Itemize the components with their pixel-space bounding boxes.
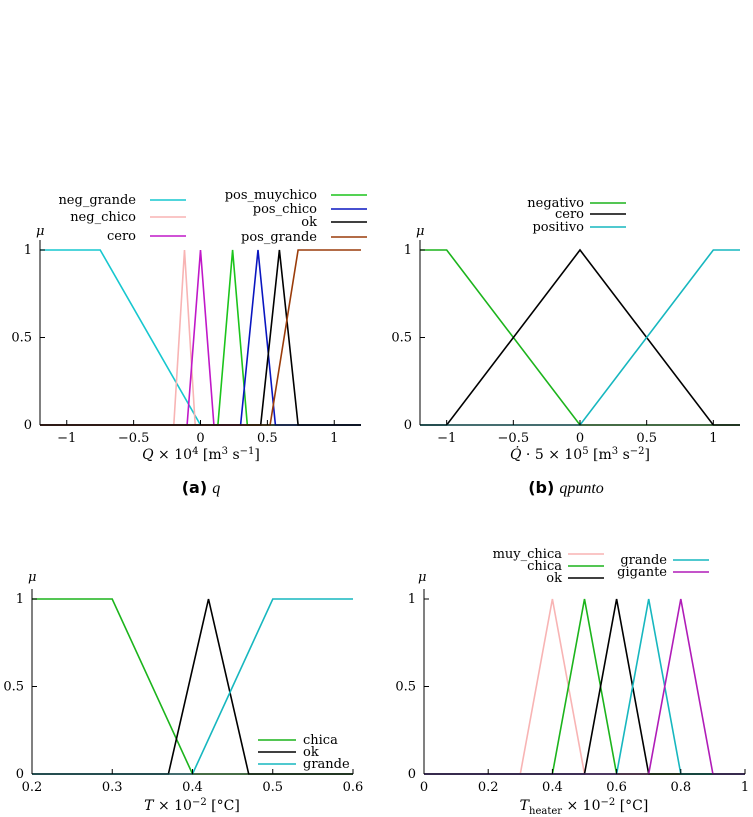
x-axis-label: Q × 104 [m3 s−1] [142, 446, 260, 463]
legend-label: grande [303, 757, 350, 772]
legend-label: ok [301, 215, 317, 230]
legend-label: chica [527, 559, 562, 574]
chart-qpunto: −1 −0.5 0 0.5 1 0 0.5 1 μ Q̇ · 5 × 105 [m3 s−2]… [391, 196, 740, 497]
x-tick-label: 1 [709, 431, 717, 446]
legend: negativo cero positivo [527, 196, 626, 235]
chart-heater: 0 0.2 0.4 0.6 0.8 1 0 0.5 1 μ Theater × 10−2 [°C… [395, 547, 749, 817]
y-tick-label: 0 [404, 418, 412, 433]
y-tick-label: 1 [16, 592, 24, 607]
y-axis-label: μ [36, 224, 44, 239]
y-tick-label: 0.5 [395, 680, 416, 695]
series-line-neg_grande [40, 249, 361, 426]
x-tick-label: 0.2 [478, 780, 499, 795]
x-axis-label: Q̇ · 5 × 105 [m3 s−2] [510, 445, 650, 463]
series-line-cero [40, 249, 361, 426]
x-tick-label: 0.6 [343, 780, 364, 795]
x-axis-label: Theater × 10−2 [°C] [520, 797, 649, 817]
legend-label: positivo [532, 220, 584, 235]
series-line-cero [420, 248, 740, 426]
y-axis-label: μ [28, 570, 36, 585]
legend-label: pos_muychico [225, 188, 317, 203]
y-tick-label: 0 [24, 418, 32, 433]
y-tick-label: 0 [16, 767, 24, 782]
legend: chica ok grande [258, 733, 350, 772]
x-tick-label: 0.8 [670, 780, 691, 795]
caption: (a) q [182, 478, 221, 497]
x-tick-label: 0 [196, 431, 204, 446]
x-axis-label: T × 10−2 [°C] [144, 797, 240, 814]
legend-right: grande gigante [617, 553, 709, 580]
x-tick-label: 0.3 [102, 780, 123, 795]
x-tick-label: 0.2 [22, 780, 43, 795]
legend-label: grande [620, 553, 667, 568]
series-line-pos_chico [40, 249, 361, 426]
legend-label: gigante [617, 565, 667, 580]
x-tick-label: −0.5 [118, 431, 150, 446]
x-tick-label: 0 [576, 431, 584, 446]
series-line-neg_chico [40, 249, 361, 426]
chart-q: −1 −0.5 0 0.5 1 0 0.5 1 μ Q × 104 [m3 s−1] neg_… [11, 188, 367, 497]
legend-label: negativo [527, 196, 584, 211]
x-tick-label: 0.5 [257, 431, 278, 446]
series-line-gigante [424, 598, 745, 775]
legend-right: pos_muychico pos_chico ok pos_grande [225, 188, 367, 245]
y-tick-label: 1 [24, 243, 32, 258]
x-tick-label: 0.4 [542, 780, 563, 795]
legend-label: chica [303, 733, 338, 748]
y-axis-label: μ [418, 570, 426, 585]
x-tick-label: 0.4 [182, 780, 203, 795]
legend-label: cero [107, 229, 136, 244]
y-tick-label: 1 [404, 243, 412, 258]
y-axis-label: μ [416, 224, 424, 239]
y-tick-label: 0 [408, 767, 416, 782]
legend-label: neg_grande [58, 193, 136, 208]
x-tick-label: −1 [57, 431, 76, 446]
x-tick-label: 0 [420, 780, 428, 795]
series-line-positivo [420, 249, 740, 426]
x-tick-label: 0.5 [262, 780, 283, 795]
x-tick-label: −0.5 [498, 431, 530, 446]
legend-label: ok [303, 745, 319, 760]
legend-left: muy_chica chica ok [493, 547, 604, 586]
x-tick-label: −1 [437, 431, 456, 446]
y-tick-label: 0.5 [3, 680, 24, 695]
y-tick-label: 0.5 [391, 331, 412, 346]
legend-label: pos_grande [241, 230, 317, 245]
legend-label: muy_chica [493, 547, 563, 562]
legend-left: neg_grande neg_chico cero [58, 193, 186, 244]
x-tick-label: 1 [741, 780, 749, 795]
y-tick-label: 1 [408, 592, 416, 607]
x-tick-label: 0.5 [636, 431, 657, 446]
series-line-negativo [420, 249, 740, 426]
legend-label: neg_chico [70, 210, 136, 225]
x-tick-label: 0.6 [606, 780, 627, 795]
legend-label: cero [555, 207, 584, 222]
legend-label: ok [546, 571, 562, 586]
caption: (b) qpunto [528, 478, 604, 497]
series-line-pos_grande [40, 249, 361, 426]
series-line-ok [40, 249, 361, 426]
chart-temperature: 0.2 0.3 0.4 0.5 0.6 0 0.5 1 μ T × 10−2 [°C] chi… [3, 570, 363, 814]
legend-label: pos_chico [253, 202, 317, 217]
x-tick-label: 1 [330, 431, 338, 446]
series-line-pos_muychico [40, 249, 361, 426]
y-tick-label: 0.5 [11, 331, 32, 346]
